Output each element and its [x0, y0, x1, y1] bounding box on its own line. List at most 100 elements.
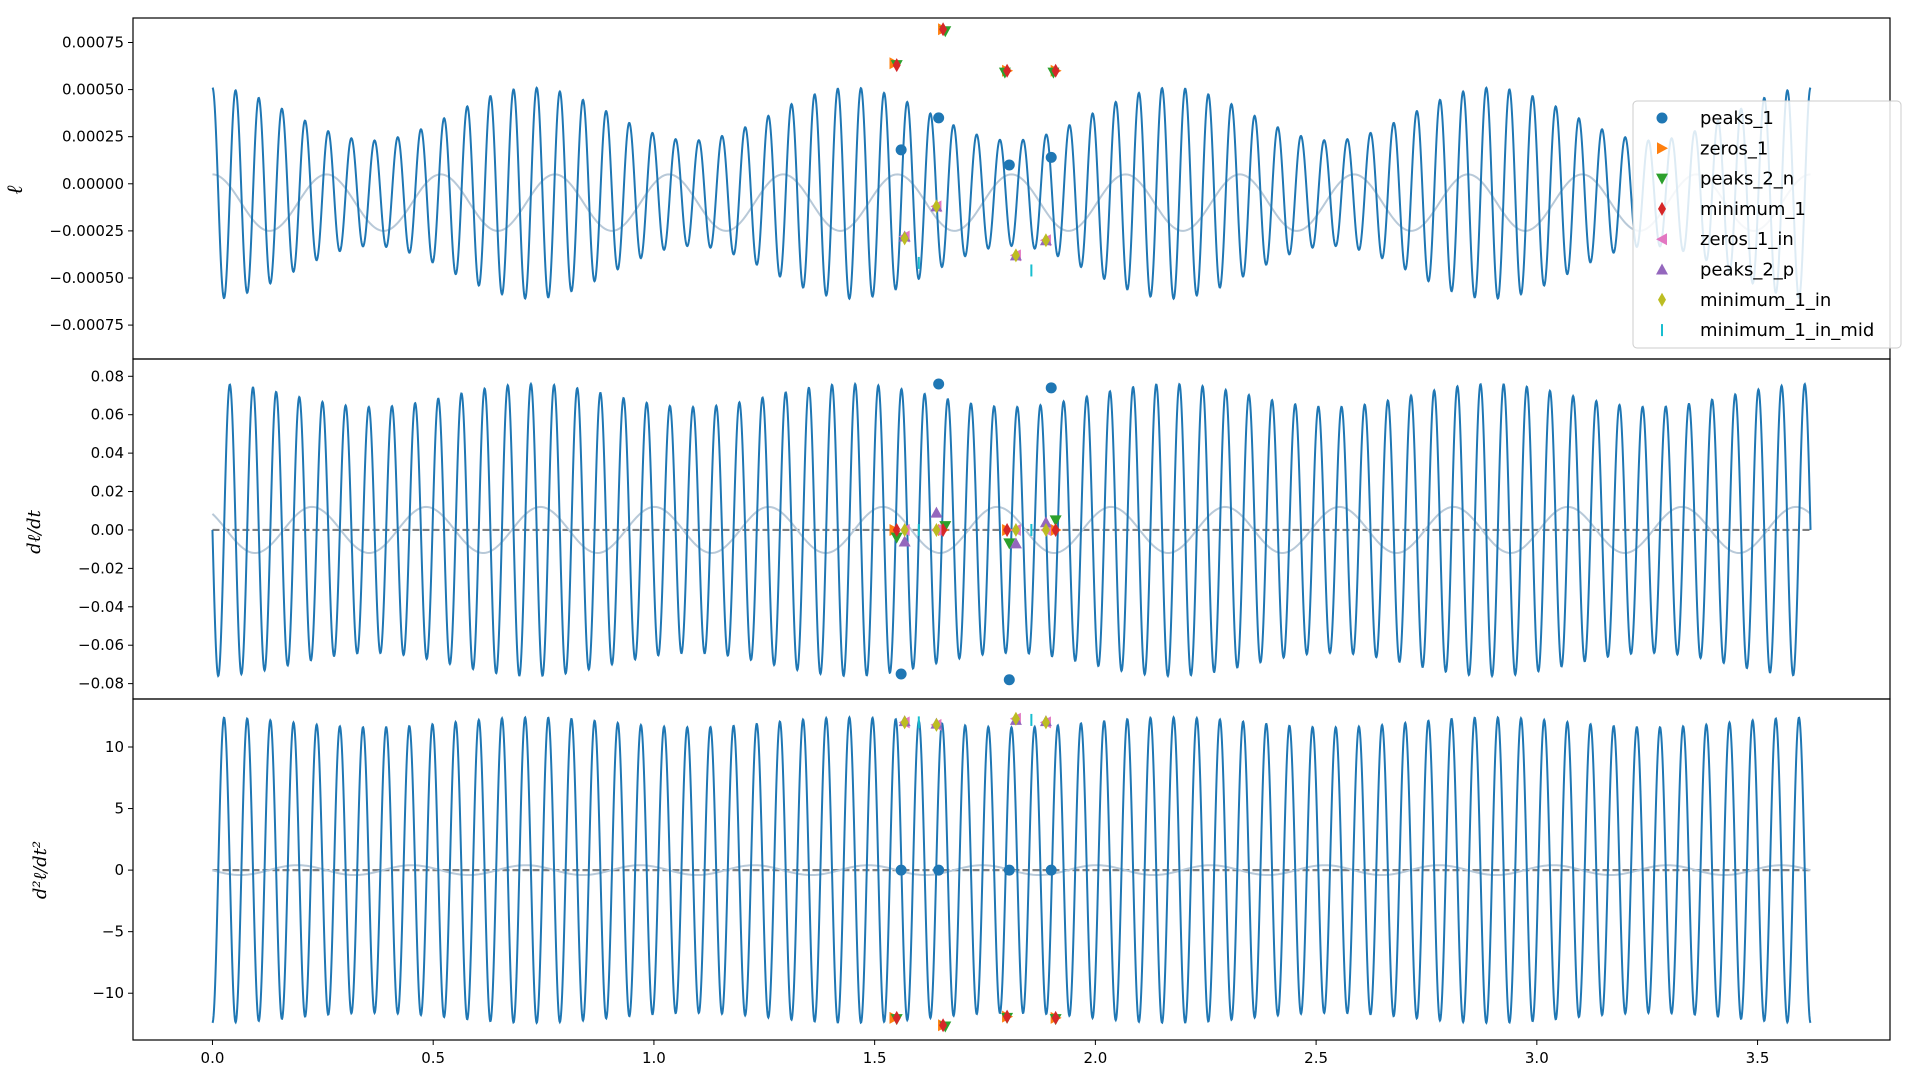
panel-1-marker-peaks-1	[1003, 159, 1015, 171]
panel-1-marker-minimum-1-in	[900, 231, 909, 246]
panel-2-marker-peaks-1	[895, 668, 907, 680]
panel-3-marker-minimum-1	[1003, 1009, 1012, 1024]
panel-3-marker-minimum-1-in	[1041, 715, 1050, 730]
legend-label: peaks_1	[1700, 108, 1774, 129]
panel-3-marker-minimum-1-in	[932, 717, 941, 732]
panel-3-ytick-label: −5	[102, 923, 124, 941]
panel-2-ytick-label: 0.00	[91, 521, 124, 539]
panel-2-marker-peaks-2-p	[930, 506, 943, 518]
panel-3-marker-minimum-1	[939, 1018, 948, 1033]
panel-2-marker-minimum-1	[1051, 522, 1060, 537]
legend-marker-zeros-1	[1657, 142, 1668, 155]
panel-1-ytick-label: 0.00000	[62, 175, 124, 193]
legend-marker-peaks-2-n	[1656, 173, 1668, 185]
legend-label: minimum_1_in	[1700, 290, 1831, 311]
panel-1-ytick-label: −0.00025	[49, 222, 124, 240]
x-tick-label: 1.0	[642, 1049, 666, 1067]
panel-2-ytick-label: 0.04	[91, 444, 124, 462]
panel-2-marker-peaks-2-n	[1049, 515, 1062, 527]
x-tick-label: 2.5	[1304, 1049, 1328, 1067]
panel-1-ytick-label: 0.00075	[62, 33, 124, 51]
x-tick-label: 0.0	[201, 1049, 225, 1067]
legend-box	[1632, 100, 1902, 349]
panel-3-ytick-label: 0	[114, 861, 124, 879]
shared-x-axis: 0.0 0.5 1.0 1.5 2.0 2.5 3.0 3.5	[201, 1040, 1770, 1067]
x-tick-label: 1.5	[863, 1049, 887, 1067]
panel-3-frame	[132, 698, 1891, 1041]
panel-3-marker-peaks-1	[1003, 864, 1015, 876]
legend-label: zeros_1_in	[1700, 229, 1794, 250]
legend: peaks_1 zeros_1 peaks_2_n minimum_1 zeros_1_…	[1632, 100, 1902, 349]
panel-2-marker-minimum-1	[892, 522, 901, 537]
panel-3-marker-peaks-1	[1045, 864, 1057, 876]
panel-second-derivative-ylabel: d²ℓ/dt²	[30, 841, 51, 899]
panel-1-ytick-label: −0.00050	[49, 269, 124, 287]
panel-2-marker-peaks-2-p	[1039, 516, 1052, 528]
panel-1-marker-minimum-1	[1003, 63, 1012, 78]
panel-2-marker-peaks-2-n	[1003, 538, 1016, 550]
x-tick-label: 0.5	[421, 1049, 445, 1067]
panel-first-derivative: dℓ/dt −0.08 −0.06 −0.04 −0.02 0.00 0.02 0.04 0.…	[24, 358, 1891, 700]
panel-2-marker-peaks-2-n	[890, 532, 903, 544]
panel-2-marker-peaks-1	[1003, 674, 1015, 686]
legend-marker-peaks-2-p	[1656, 263, 1668, 275]
panel-1-ytick-label: −0.00075	[49, 316, 124, 334]
panel-1-marker-minimum-1-in	[1041, 233, 1050, 248]
panel-3-marker-peaks-1	[933, 864, 945, 876]
panel-3-marker-minimum-1-in	[900, 715, 909, 730]
panel-3-marker-minimum-1	[892, 1010, 901, 1025]
panel-2-marker-minimum-1-in	[1011, 522, 1020, 537]
panel-3-signal-series	[211, 715, 1812, 1025]
legend-marker-minimum-1	[1658, 201, 1666, 216]
panel-2-marker-peaks-2-p	[1009, 537, 1022, 549]
panel-2-ytick-label: −0.08	[78, 675, 124, 693]
legend-label: zeros_1	[1700, 138, 1768, 159]
x-tick-label: 2.0	[1083, 1049, 1107, 1067]
panel-2-marker-minimum-1-in	[900, 522, 909, 537]
panel-2-ytick-label: 0.08	[91, 367, 124, 385]
panel-1-marker-peaks-1	[1045, 151, 1057, 163]
panel-2-ytick-label: 0.06	[91, 406, 124, 424]
panel-1-envelope-series	[212, 173, 1811, 232]
panel-2-ytick-label: −0.06	[78, 636, 124, 654]
panel-2-marker-minimum-1-in	[1041, 522, 1050, 537]
panel-3-ytick-label: 10	[105, 738, 124, 756]
panel-2-ytick-label: −0.04	[78, 598, 124, 616]
panel-1-marker-peaks-1	[895, 144, 907, 156]
panel-ell-ylabel: ℓ	[3, 185, 28, 195]
panel-2-ytick-label: −0.02	[78, 559, 124, 577]
panel-2-ytick-label: 0.02	[91, 483, 124, 501]
panel-3-ytick-label: −10	[92, 984, 124, 1002]
panel-2-marker-peaks-2-n	[939, 521, 952, 533]
x-tick-label: 3.5	[1746, 1049, 1770, 1067]
legend-marker-minimum-1-in	[1658, 292, 1666, 307]
legend-label: peaks_2_p	[1700, 260, 1794, 281]
panel-1-marker-minimum-1	[1051, 63, 1060, 78]
panel-1-ytick-label: 0.00025	[62, 128, 124, 146]
panel-1-marker-minimum-1-in	[1011, 248, 1020, 263]
panel-2-marker-peaks-2-p	[898, 535, 911, 547]
panel-1-signal-series	[211, 86, 1812, 301]
panel-1-marker-minimum-1	[939, 22, 948, 37]
panel-1-ytick-label: 0.00050	[62, 81, 124, 99]
legend-label: peaks_2_n	[1700, 169, 1794, 190]
panel-3-marker-peaks-1	[895, 864, 907, 876]
panel-3-marker-minimum-1-in	[1011, 711, 1020, 726]
legend-marker-peaks-1	[1656, 112, 1668, 124]
x-tick-label: 3.0	[1525, 1049, 1549, 1067]
panel-2-marker-peaks-1	[1045, 382, 1057, 394]
panel-1-marker-minimum-1-in	[932, 199, 941, 214]
panel-first-derivative-ylabel: dℓ/dt	[24, 509, 45, 554]
legend-label: minimum_1_in_mid	[1700, 320, 1874, 341]
panel-second-derivative: d²ℓ/dt² −10 −5 0 5 10	[30, 698, 1891, 1041]
panel-2-marker-peaks-1	[933, 378, 945, 390]
panel-3-marker-minimum-1	[1051, 1010, 1060, 1025]
panel-3-ytick-label: 5	[114, 800, 124, 818]
panel-1-marker-peaks-1	[933, 112, 945, 124]
legend-label: minimum_1	[1700, 199, 1806, 220]
panel-2-marker-minimum-1	[1003, 522, 1012, 537]
legend-marker-zeros-1-in	[1656, 233, 1667, 246]
panel-2-marker-minimum-1-in	[932, 522, 941, 537]
panel-1-marker-minimum-1	[892, 58, 901, 73]
